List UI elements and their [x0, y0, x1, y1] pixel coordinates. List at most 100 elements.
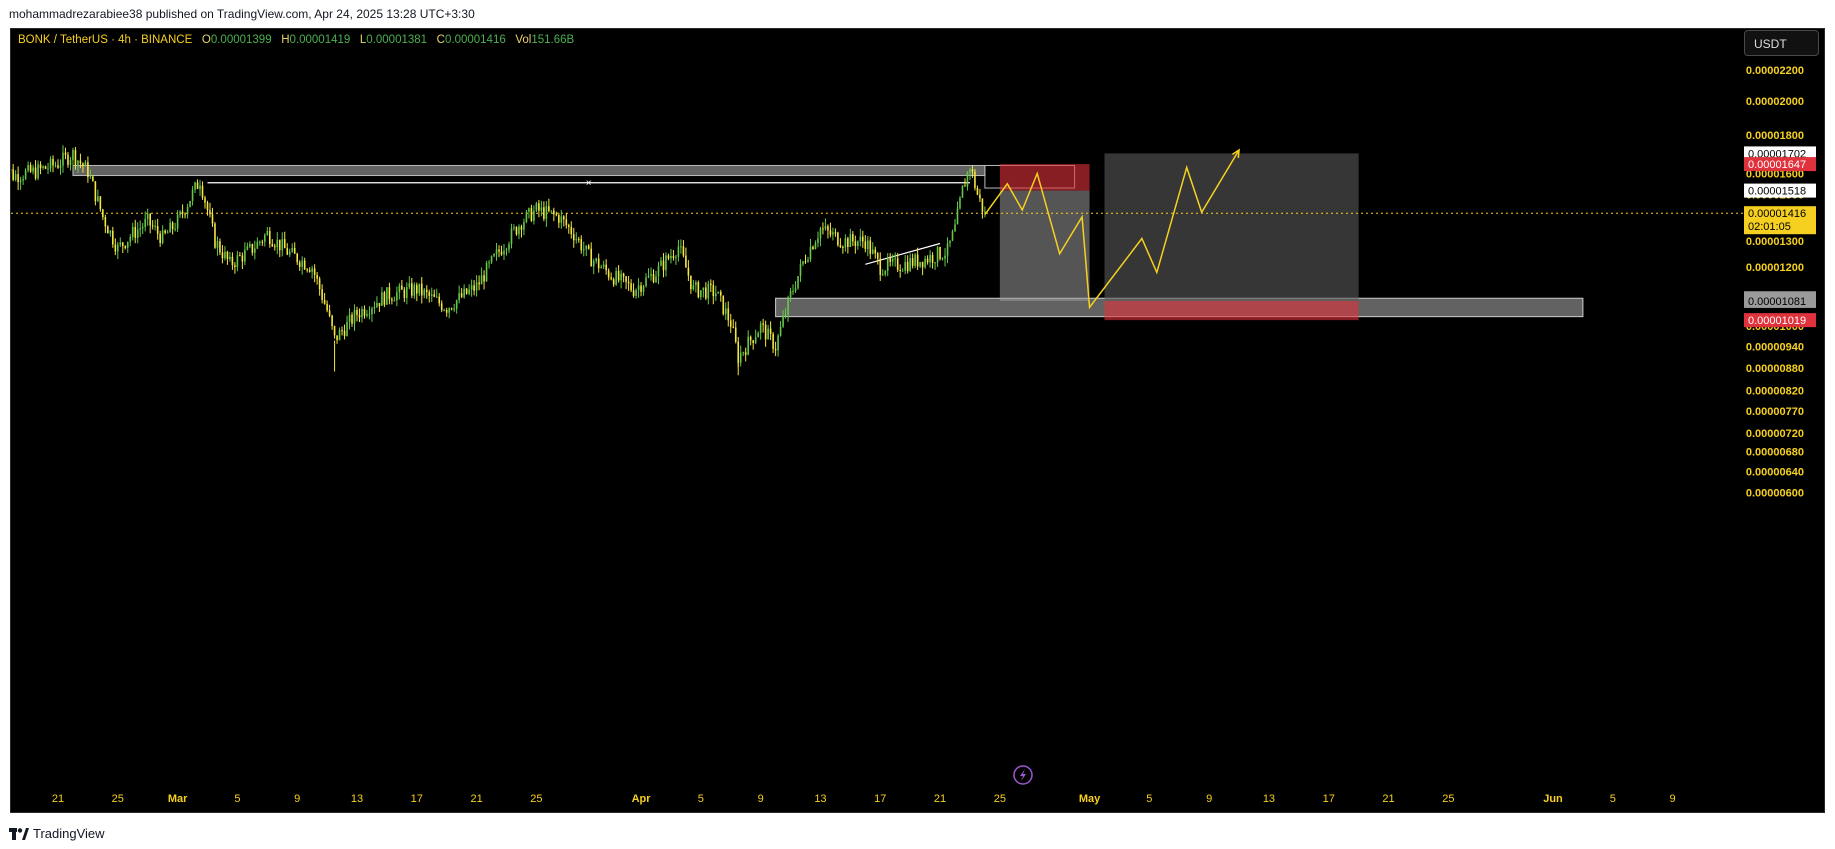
candle-body [396, 292, 398, 301]
candle-body [518, 226, 520, 235]
x-tick-label: Apr [632, 793, 652, 805]
candle-body [876, 253, 879, 259]
candle-body [540, 207, 543, 211]
candle-body [921, 261, 924, 268]
candle-body [979, 194, 981, 199]
candle-body [715, 293, 717, 297]
candle-body [924, 258, 926, 268]
x-tick-label: 5 [1146, 793, 1152, 805]
candle-body [530, 208, 533, 221]
candle-body [884, 270, 887, 275]
candle-body [468, 289, 470, 294]
candle-body [156, 225, 159, 234]
x-tick-label: 13 [351, 793, 363, 805]
y-tick-label: 0.00000940 [1746, 341, 1804, 353]
candle-body [966, 172, 969, 187]
event-lightning-icon[interactable] [1013, 765, 1033, 785]
candle-body [675, 256, 677, 258]
candle-body [254, 248, 256, 253]
candle-body [732, 326, 735, 328]
candle-body [550, 210, 553, 212]
candle-body [625, 276, 627, 282]
candle-body [52, 158, 54, 166]
candle-body [984, 211, 986, 213]
candle-body [186, 207, 189, 215]
candle-body [416, 285, 418, 294]
candle-body [117, 244, 119, 252]
candle-body [886, 258, 889, 271]
currency-button[interactable]: USDT [1744, 30, 1819, 56]
candle-body [580, 239, 583, 251]
candle-body [747, 336, 749, 355]
candle-body [567, 225, 570, 227]
candle-body [931, 254, 934, 263]
bar-countdown: 02:01:05 [1748, 221, 1791, 233]
candle-body [662, 260, 665, 271]
candle-body [670, 256, 672, 259]
candle-body [742, 352, 745, 354]
short-position-stop-area[interactable] [999, 164, 1090, 191]
candle-body [313, 268, 316, 275]
candle-body [535, 203, 538, 211]
candle-body [136, 229, 139, 238]
candle-body [420, 283, 423, 296]
candle-body [772, 333, 774, 349]
lightning-glyph [1020, 769, 1026, 781]
long-position-stop-area[interactable] [1104, 300, 1359, 321]
price-chart[interactable]: × 0.00002200 0.00002000 0.00001800 0.0000160… [11, 29, 1824, 812]
long-position-target-area[interactable] [1104, 153, 1359, 301]
candle-body [558, 215, 560, 223]
candle-body [642, 285, 645, 292]
y-tick-label: 0.00000770 [1746, 406, 1804, 418]
y-tick-label: 0.00002200 [1746, 65, 1804, 77]
short-position-target-area[interactable] [999, 190, 1090, 301]
candle-body [919, 261, 921, 267]
candle-body [981, 198, 984, 212]
candle-body [398, 285, 401, 293]
candle-body [450, 308, 453, 310]
candle-body [839, 245, 842, 247]
projection-path[interactable] [984, 149, 1240, 310]
candle-body [358, 314, 361, 318]
candle-body [864, 241, 867, 249]
candle-body [647, 275, 650, 278]
x-tick-label: 25 [112, 793, 124, 805]
candle-body [401, 285, 403, 290]
x-tick-label: 13 [1263, 793, 1275, 805]
candle-body [961, 185, 964, 198]
candle-body [809, 246, 812, 260]
chart-panel[interactable]: × 0.00002200 0.00002000 0.00001800 0.0000160… [10, 28, 1825, 813]
candle-body [179, 211, 181, 216]
resistance-zone[interactable] [72, 164, 986, 177]
candle-body [92, 176, 94, 182]
candle-body [852, 234, 854, 242]
legend-symbol[interactable]: BONK / TetherUS · 4h · BINANCE [18, 34, 193, 46]
candle-body [819, 228, 822, 239]
candle-body [460, 293, 463, 297]
candle-body [777, 335, 779, 351]
candle-body [74, 149, 77, 165]
x-tick-label: 21 [1382, 793, 1394, 805]
candle-body [273, 246, 276, 248]
candle-body [630, 283, 632, 291]
candle-body [440, 303, 443, 311]
candle-body [201, 185, 204, 198]
candle-body [545, 206, 548, 219]
candle-body [495, 249, 498, 255]
candle-body [528, 208, 530, 212]
candle-body [229, 256, 231, 260]
diagonal-line[interactable] [865, 242, 941, 265]
candle-body [403, 289, 406, 298]
candle-body [72, 149, 74, 161]
legend-high: 0.00001419 [289, 34, 351, 46]
candle-body [373, 307, 376, 309]
candle-body [425, 289, 428, 293]
candle-body [916, 254, 919, 267]
candle-body [259, 241, 261, 243]
candle-body [792, 290, 794, 292]
candle-body [510, 228, 513, 245]
candle-body [196, 182, 199, 189]
candle-body [505, 249, 508, 251]
candle-body [657, 265, 660, 277]
candle-body [632, 290, 635, 296]
